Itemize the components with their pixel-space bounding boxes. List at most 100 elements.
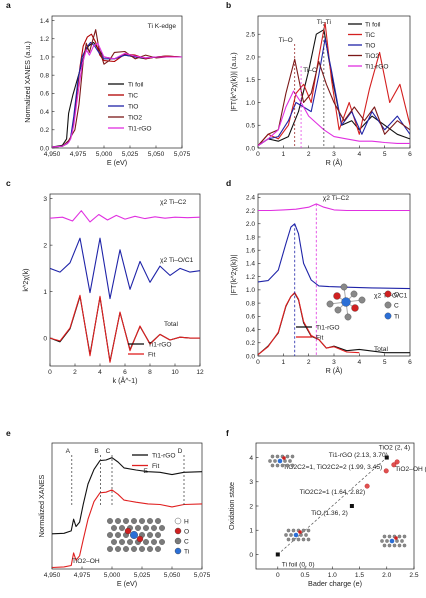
- thumb-carbon: [286, 537, 291, 542]
- o-atom: [136, 535, 144, 543]
- panel-a: a 4,950 4,975 5,000 5,025 5,050 5,075 0.0 0.2 0.4…: [6, 0, 191, 167]
- x-tick-label: 2.5: [409, 572, 418, 579]
- peak-label: C: [106, 448, 111, 455]
- thumb-carbon: [306, 537, 311, 542]
- y-tick-label: 0: [249, 552, 253, 559]
- carbon-atom: [147, 518, 153, 524]
- thumb-carbon: [289, 533, 293, 537]
- y-tick-label: 0.0: [40, 145, 49, 152]
- x-tick-label: 4,975: [74, 572, 91, 579]
- x-tick-label: 0: [256, 151, 260, 158]
- carbon-atom: [147, 546, 153, 552]
- thumb-carbon: [275, 454, 280, 459]
- thumb-carbon: [387, 534, 392, 539]
- carbon-atom: [115, 546, 121, 552]
- y-axis-label: k^2χ(k): [21, 268, 30, 291]
- legend-label: Fit: [152, 463, 159, 470]
- thumb-carbon: [395, 539, 399, 543]
- y-tick-label: 0.5: [246, 123, 255, 130]
- peak-label-e: E: [143, 468, 148, 475]
- series-line-e-0: [52, 457, 202, 535]
- y-tick-label: 3: [249, 479, 253, 486]
- thumb-carbon: [285, 454, 290, 459]
- x-tick-label: 1: [281, 359, 285, 366]
- x-tick-label: 2: [307, 359, 311, 366]
- x-tick-label: 5: [383, 359, 387, 366]
- thumb-carbon: [296, 537, 301, 542]
- thumb-carbon: [275, 463, 280, 468]
- y-tick-label: 0.2: [40, 127, 49, 134]
- thumb-o: [394, 536, 398, 540]
- atom-legend-label: H: [184, 519, 189, 526]
- x-tick-label: 6: [408, 359, 412, 366]
- point-label: Ti1-rGO (2.13, 3.70): [329, 452, 388, 459]
- x-tick-label: 2: [307, 151, 311, 158]
- thumb-carbon: [270, 454, 275, 459]
- point-label: TiO2C2=1, TiO2C2=2 (1.99, 3.45): [283, 464, 382, 471]
- legend-label: Fit: [148, 351, 155, 358]
- y-tick-label: 1.8: [246, 234, 255, 241]
- series-line-b-4: [258, 90, 410, 147]
- thumb-carbon: [301, 528, 306, 533]
- series-line-c-2: [50, 295, 200, 362]
- y-tick-label: 0.2: [246, 340, 255, 347]
- ti-o-label: Ti–O: [279, 37, 293, 44]
- x-axis-label: E (eV): [117, 579, 137, 588]
- carbon-atom: [151, 539, 157, 545]
- data-point: [364, 483, 370, 489]
- x-tick-label: 5,025: [134, 572, 151, 579]
- thumb-carbon: [397, 543, 402, 548]
- thumb-carbon: [400, 539, 404, 543]
- carbon-atom: [111, 539, 117, 545]
- carbon-atom: [127, 539, 133, 545]
- legend-label: Fit: [316, 334, 323, 341]
- carbon-atom: [123, 518, 129, 524]
- y-tick-label: 1.2: [40, 36, 49, 43]
- x-tick-label: 4,950: [44, 151, 61, 158]
- panel-label-d: d: [226, 178, 231, 188]
- x-tick-label: 10: [171, 369, 179, 376]
- y-tick-label: 0.6: [40, 91, 49, 98]
- atom-legend-label: C: [184, 539, 189, 546]
- y-tick-label: 1.0: [40, 54, 49, 61]
- atom-legend-label: O: [394, 292, 399, 299]
- atom-legend-dot: [174, 547, 182, 555]
- chi2-ti-o-c1-label: χ2 Ti–O/C1: [160, 257, 194, 264]
- carbon-atom: [155, 532, 161, 538]
- panel-d: d 0 1 2 3 4 5 6 0.0 0.2 0.4 0.6 0.8 1.0 1.2 1.4 1.6 1.8 2.…: [226, 178, 412, 375]
- series-line-b-3: [258, 58, 410, 147]
- y-tick-label: 0.8: [246, 300, 255, 307]
- x-tick-label: 4,975: [70, 151, 87, 158]
- legend-label: Ti foil: [365, 21, 381, 28]
- chi2-ti-o-c1-label: χ2 Ti–O/C1: [374, 293, 408, 300]
- y-tick-label: 2.4: [246, 195, 255, 202]
- x-tick-label: 3: [332, 151, 336, 158]
- x-tick-label: 5,000: [104, 572, 121, 579]
- series-line-c-1: [50, 237, 200, 300]
- atom: [334, 306, 342, 314]
- carbon-atom: [131, 518, 137, 524]
- atom: [333, 292, 341, 300]
- carbon-atom: [111, 525, 117, 531]
- x-tick-label: 2: [73, 369, 77, 376]
- atom-legend-label: Ti: [394, 314, 400, 321]
- thumb-carbon: [290, 454, 295, 459]
- thumb-carbon: [288, 459, 292, 463]
- carbon-atom: [131, 546, 137, 552]
- legend-label: Ti1-rGO: [152, 452, 176, 459]
- panel-f: f 0 0.5 1.0 1.5 2.0 2.5 0 1 2 3 4 Bader charge (e) Ox…: [226, 428, 426, 588]
- atom: [351, 304, 359, 312]
- y-tick-label: 1: [249, 528, 253, 535]
- y-tick-label: 0.6: [246, 314, 255, 321]
- carbon-atom: [115, 518, 121, 524]
- thumb-carbon: [286, 528, 291, 533]
- series-line-c-3: [50, 294, 200, 363]
- thumb-ti: [277, 458, 283, 464]
- series-line-b-1: [258, 22, 410, 147]
- x-tick-label: 5,050: [164, 572, 181, 579]
- x-tick-label: 6: [408, 151, 412, 158]
- y-tick-label: 0.4: [246, 327, 255, 334]
- x-tick-label: 1: [281, 151, 285, 158]
- atom-legend-label: C: [394, 303, 399, 310]
